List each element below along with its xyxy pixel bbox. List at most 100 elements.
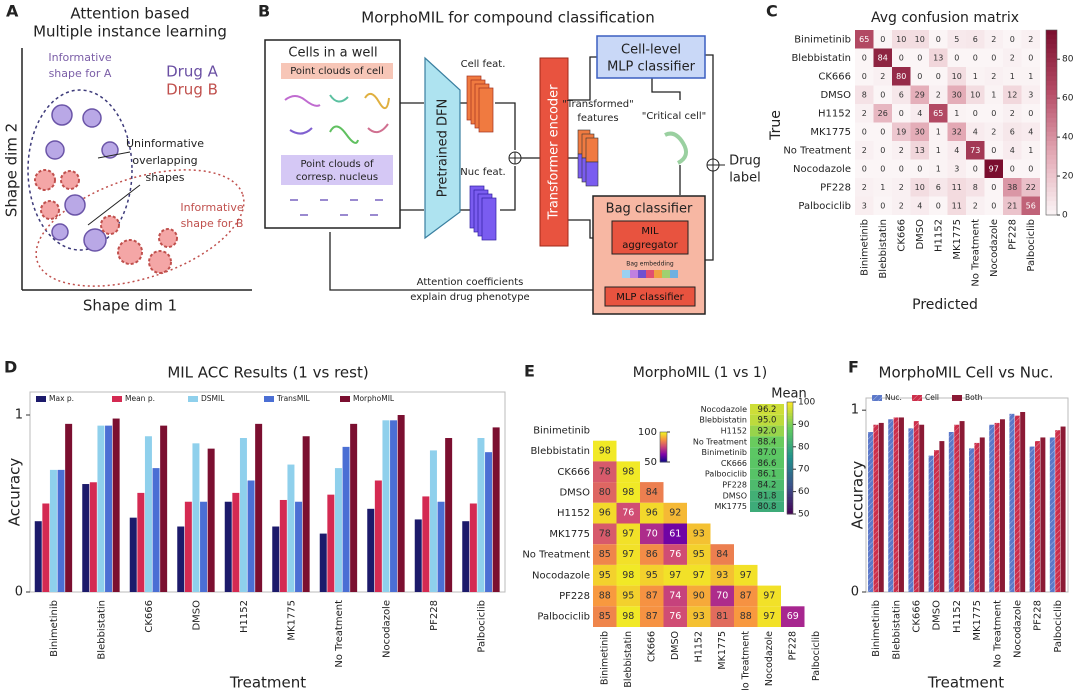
box-label: aggregator [622,240,678,251]
bar [247,480,255,592]
box-label: Transformer encoder [547,84,562,221]
heatmap-cell [966,178,985,197]
heatmap-cell [984,178,1003,197]
box-label: Bag classifier [606,202,693,217]
y-tick-label: H1152 [557,508,590,519]
legend-label: MorphoMIL [353,394,395,403]
box-label: "Critical cell" [642,111,707,122]
heatmap-cell [663,502,687,524]
bar [184,501,192,592]
cell-label: 10 [970,90,980,99]
x-tick-label: MK1775 [286,600,297,641]
cell-label: 86 [646,549,658,560]
cell-label: 0 [991,201,996,210]
cell-label: 0 [862,72,867,81]
y-tick-label: Binimetinib [533,425,590,436]
colorbar-slice [660,432,667,434]
cell-label: 93 [693,528,705,539]
heatmap-cell [966,104,985,123]
heatmap-cell [910,141,929,160]
colorbar-slice [1046,94,1057,100]
bar [492,427,500,592]
heatmap-cell [966,141,985,160]
y-tick-label: H1152 [818,108,851,119]
bar [888,419,894,592]
heatmap-cell [910,104,929,123]
heatmap-cell [873,196,892,215]
bar [462,521,470,592]
heatmap-cell [984,67,1003,86]
colorbar-slice [660,457,667,459]
cell-label: 76 [669,549,681,560]
colorbar-slice [660,447,667,449]
legend-swatch [872,395,882,401]
nuc-features [469,185,497,241]
x-tick-label: MK1775 [952,219,963,260]
box-label: Point clouds of cell [290,66,384,77]
x-tick-label: No Treatment [334,600,345,668]
colorbar-slice [660,456,667,458]
bar [302,436,310,592]
cell-label: 97 [622,549,634,560]
heatmap-cell [616,502,640,524]
heatmap-cell [984,48,1003,67]
bar [974,442,980,592]
cell-label: 0 [917,53,922,62]
plot-frame [29,391,506,593]
cell-label: 78 [599,528,611,539]
heatmap-cell [616,482,640,503]
heatmap-cell [929,104,948,123]
heatmap-cell [873,67,892,86]
box-label: label [729,171,760,186]
bar [57,469,65,592]
colorbar-slice [660,438,667,440]
colorbar-slice [660,442,667,444]
colorbar-slice [660,436,667,438]
cell-label: 85 [599,611,611,622]
x-tick-label: Binimetinib [599,631,610,685]
colorbar-slice [660,453,667,455]
heatmap-cell [910,196,929,215]
heatmap-cell [929,178,948,197]
colorbar-slice [787,430,793,434]
colorbar-slice [660,453,667,455]
colorbar-tick-label: 60 [798,487,810,497]
y-tick-label: CK666 [557,467,590,478]
x-tick-label: No Treatment [970,219,981,287]
bar [239,438,247,592]
colorbar-slice [660,443,667,445]
cell-label: 88 [740,611,752,622]
arrows [329,54,714,291]
heatmap-cell [929,85,948,104]
x-tick-label: Nocodazole [764,631,775,686]
colorbar-slice [787,511,793,515]
x-tick-label: Binimetinib [859,219,870,276]
bar [948,432,954,592]
cell-label: 0 [936,201,941,210]
colorbar-tick-label: 100 [798,398,815,408]
y-tick-label: 0 [851,585,859,600]
legend-label: DSMIL [201,394,225,403]
cell-label: 95 [646,570,658,581]
cell-label: 76 [669,611,681,622]
heatmap-cell [984,141,1003,160]
bar [49,469,57,592]
box-label: Cell-level [621,43,681,58]
cell-label: 95 [599,570,611,581]
colorbar-tick-label: 50 [644,457,657,468]
colorbar-slice [1046,150,1057,156]
mean-cell [750,447,784,458]
cell-label: 11 [952,183,962,192]
heatmap-cell [1021,85,1040,104]
cell-label: 3 [954,164,959,173]
x-tick-label: CK666 [896,219,907,252]
cell-label: 90 [693,590,705,601]
x-tick-label: Palbociclib [1026,219,1037,272]
cell-label: 84 [646,487,658,498]
chart-title: Avg confusion matrix [871,10,1019,26]
cell-label: 0 [973,109,978,118]
y-tick-label: No Treatment [522,550,590,561]
colorbar-slice [660,456,667,458]
cell-label: 10 [896,35,906,44]
cell-label: 0 [1028,164,1033,173]
